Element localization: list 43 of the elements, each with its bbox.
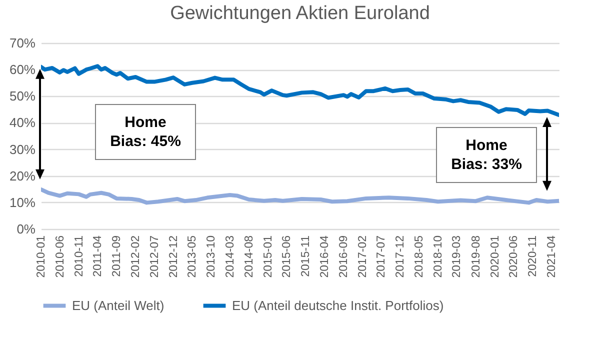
line-series: [41, 64, 559, 118]
legend-label: EU (Anteil Welt): [72, 298, 164, 313]
x-tick-label: 2019-08: [470, 236, 482, 278]
y-tick-label: 0%: [16, 222, 36, 236]
x-tick-label: 2010-11: [73, 236, 86, 277]
y-tick-label: 10%: [9, 194, 36, 210]
x-tick-label: 2012-02: [130, 236, 142, 278]
x-tick-label: 2015-01: [262, 236, 274, 278]
legend-label: EU (Anteil deutsche Instit. Portfolios): [232, 298, 444, 313]
y-tick-label: 60%: [9, 62, 36, 78]
line-series: [41, 187, 559, 205]
x-tick-label: 2014-08: [243, 236, 256, 278]
x-tick-label: 2017-12: [394, 236, 407, 278]
x-tick-label: 2013-10: [206, 236, 218, 278]
x-tick-label: 2015-06: [281, 236, 294, 278]
x-tick-label: 2017-02: [357, 236, 370, 278]
x-tick-label: 2021-04: [546, 234, 558, 278]
x-tick-label: 2012-07: [148, 236, 161, 278]
y-tick-label: 40%: [9, 115, 36, 130]
x-tick-label: 2010-06: [54, 236, 66, 278]
y-tick-label: 70%: [9, 36, 36, 50]
x-tick-label: 2011-04: [92, 234, 104, 277]
x-tick-label: 2014-03: [224, 236, 236, 278]
y-tick-label: 30%: [9, 142, 36, 157]
annotation: Home Bias: 45%: [95, 104, 196, 160]
x-tick-label: 2020-06: [508, 236, 520, 278]
x-tick-label: 2019-03: [451, 236, 464, 278]
x-tick-label: 2017-07: [376, 236, 388, 278]
x-tick-label: 2020-11: [527, 236, 540, 277]
x-tick-label: 2016-04: [319, 234, 332, 278]
x-tick-label: 2012-12: [168, 236, 180, 278]
x-tick-label: 2018-10: [432, 236, 444, 278]
y-tick-label: 20%: [9, 168, 36, 184]
y-tick-label: 50%: [9, 88, 36, 104]
x-tick-label: 2015-11: [300, 236, 312, 277]
x-tick-label: 2010-01: [36, 236, 48, 278]
x-tick-label: 2018-05: [413, 236, 426, 278]
x-tick-label: 2011-09: [111, 236, 124, 277]
x-tick-label: 2020-01: [489, 236, 502, 278]
chart-title: Gewichtungen Aktien Euroland: [170, 3, 430, 24]
x-tick-label: 2016-09: [338, 236, 350, 278]
annotation: Home Bias: 33%: [436, 127, 537, 183]
x-tick-label: 2013-05: [186, 236, 199, 278]
